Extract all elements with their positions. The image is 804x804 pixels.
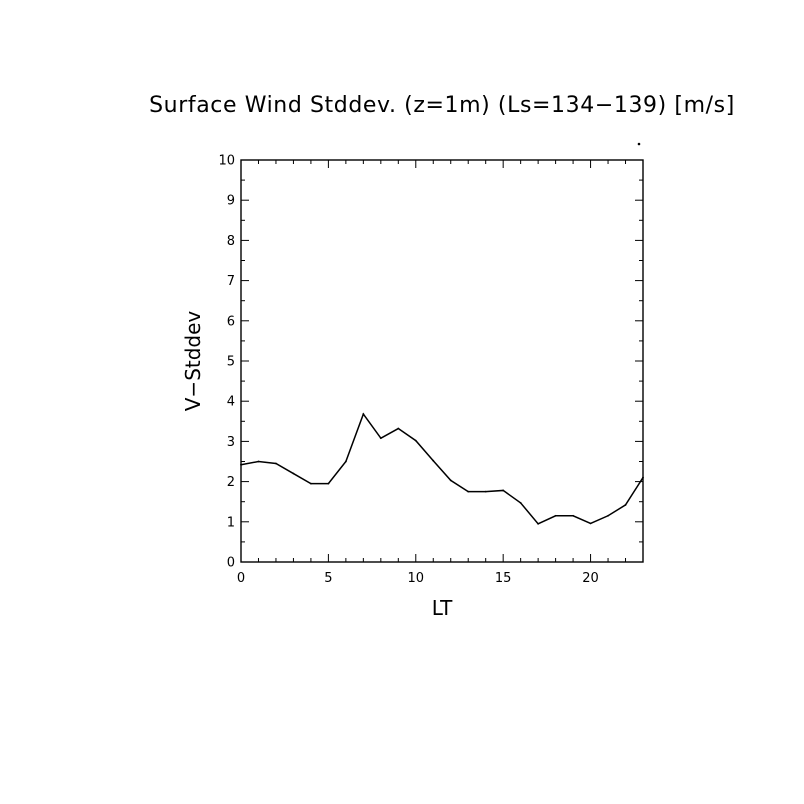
data-point: [327, 482, 330, 485]
y-tick-label: 9: [227, 194, 235, 209]
data-point: [275, 462, 277, 465]
data-point: [292, 472, 295, 475]
data-points: [240, 413, 644, 525]
data-point: [607, 514, 609, 517]
data-point: [432, 459, 435, 462]
y-tick-label: 5: [227, 355, 235, 370]
data-point: [589, 522, 592, 525]
data-point: [519, 502, 522, 504]
data-point: [310, 482, 312, 485]
data-point: [642, 476, 644, 479]
series-line: [240, 412, 644, 525]
data-point: [362, 413, 365, 415]
y-axis-label: V−Stddev: [181, 311, 205, 412]
tick-labels: 0 1 2 3 4 5 6 7 8 9 10 0 5 10 15 20: [218, 154, 598, 587]
y-tick-label: 7: [227, 274, 235, 289]
y-tick-label: 2: [227, 475, 235, 490]
data-point: [449, 479, 452, 482]
x-tick-label: 10: [408, 571, 425, 586]
data-point: [467, 490, 470, 493]
chart-title: Surface Wind Stddev. (z=1m) (Ls=134−139)…: [149, 93, 735, 118]
data-point: [624, 504, 627, 506]
axis-ticks: [240, 159, 644, 563]
x-tick-label: 0: [237, 571, 245, 586]
data-point: [344, 460, 347, 463]
data-point: [240, 463, 242, 466]
y-tick-label: 6: [227, 314, 235, 329]
y-tick-label: 0: [227, 556, 235, 571]
x-axis-label: LT: [432, 596, 453, 620]
corner-dot: [637, 142, 641, 146]
y-tick-label: 10: [218, 154, 235, 169]
data-point: [502, 489, 505, 492]
data-point: [379, 437, 382, 440]
y-tick-label: 8: [227, 234, 235, 249]
data-point: [414, 439, 417, 442]
plot-frame: [240, 159, 644, 563]
x-tick-label: 5: [324, 571, 332, 586]
y-tick-label: 1: [227, 515, 235, 530]
data-point: [484, 490, 487, 493]
plot-area: [240, 159, 644, 563]
data-point: [554, 514, 557, 517]
y-tick-label: 4: [227, 395, 235, 410]
x-tick-label: 15: [495, 571, 512, 586]
data-point: [572, 514, 574, 517]
data-point: [257, 460, 260, 463]
data-point: [397, 427, 400, 430]
y-tick-label: 3: [227, 435, 235, 450]
x-tick-label: 20: [582, 571, 599, 586]
data-point: [537, 522, 540, 525]
